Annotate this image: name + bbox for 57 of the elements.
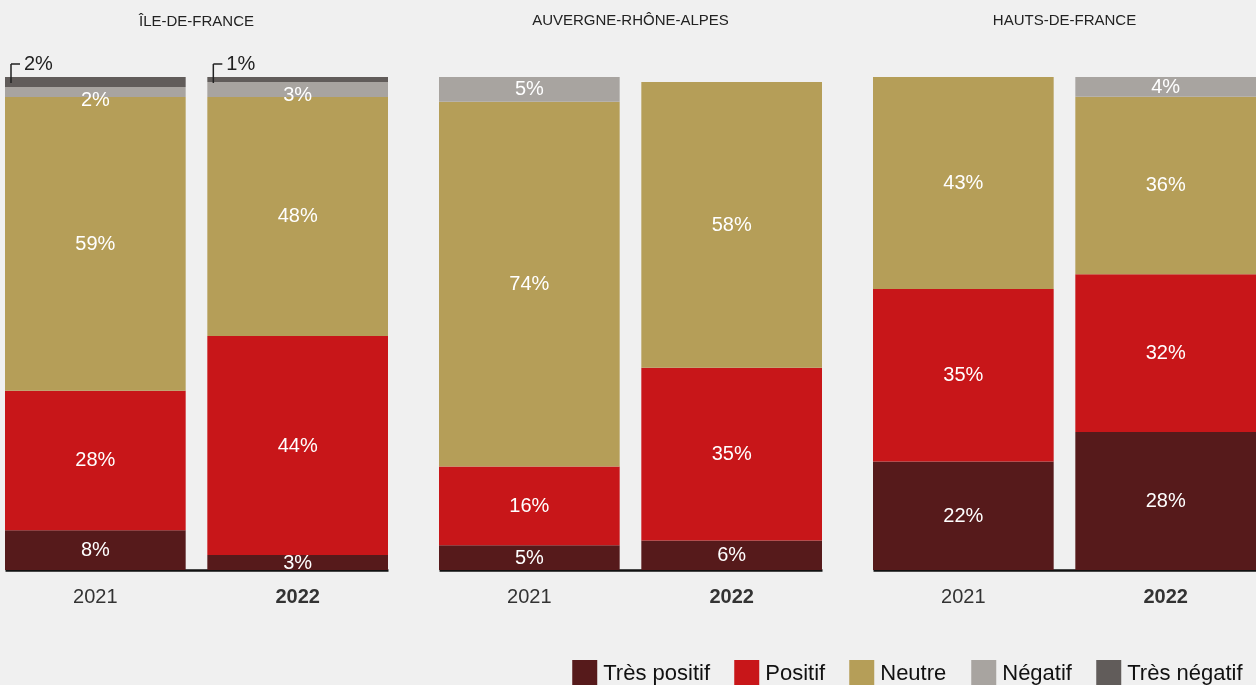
data-label: 48% [277, 204, 318, 227]
bar [207, 555, 388, 570]
legend-label: Très négatif [1127, 659, 1244, 685]
bar [641, 367, 822, 541]
data-label: 35% [943, 363, 984, 386]
data-label: 35% [711, 442, 752, 465]
bar [1075, 431, 1256, 570]
chart-title: HAUTS-DE-FRANCE [992, 10, 1137, 28]
bar [641, 81, 822, 368]
bar [207, 77, 388, 82]
data-label: 22% [943, 503, 984, 526]
data-label: 1% [226, 52, 256, 74]
legend-label: Négatif [1002, 659, 1073, 685]
bar [873, 461, 1054, 570]
x-tick-label: 2022 [275, 584, 320, 607]
chart-title: AUVERGNE-RHÔNE-ALPES [532, 11, 729, 28]
data-label: 5% [514, 77, 545, 100]
bar [439, 466, 620, 546]
bar [439, 101, 620, 467]
x-tick-label: 2022 [709, 584, 754, 607]
data-label: 32% [1145, 341, 1186, 364]
bar [873, 288, 1054, 462]
bar [207, 335, 388, 556]
data-label: 43% [943, 170, 984, 193]
data-label: 28% [75, 448, 116, 471]
bar [873, 77, 1054, 289]
bar [439, 545, 620, 570]
x-tick-label: 2021 [73, 584, 118, 607]
data-label: 3% [283, 550, 313, 573]
data-label: 44% [277, 433, 318, 456]
x-tick-label: 2022 [1143, 584, 1188, 607]
data-label: 28% [1145, 488, 1186, 511]
bar [1075, 96, 1256, 275]
data-label: 16% [509, 493, 550, 516]
legend-label: Très positif [603, 659, 711, 685]
x-tick-label: 2021 [941, 584, 986, 607]
data-label: 4% [1151, 74, 1181, 97]
legend-label: Positif [765, 659, 827, 685]
bar [5, 530, 186, 570]
data-label: 58% [711, 212, 752, 235]
data-label: 59% [75, 231, 116, 254]
data-label: 36% [1145, 173, 1186, 196]
legend-label: Neutre [880, 659, 947, 685]
bar [641, 540, 822, 570]
x-tick-label: 2021 [507, 584, 552, 607]
data-label: 74% [509, 272, 550, 295]
bar [1075, 77, 1256, 97]
bar [439, 77, 620, 102]
data-label: 8% [80, 538, 111, 561]
bar [1075, 274, 1256, 432]
data-label: 2% [80, 87, 111, 110]
data-label: 6% [717, 543, 747, 566]
chart-title: ÎLE-DE-FRANCE [137, 12, 255, 29]
bar [5, 390, 186, 531]
bar [5, 77, 186, 87]
data-label: 2% [24, 52, 54, 74]
data-label: 5% [514, 545, 545, 568]
